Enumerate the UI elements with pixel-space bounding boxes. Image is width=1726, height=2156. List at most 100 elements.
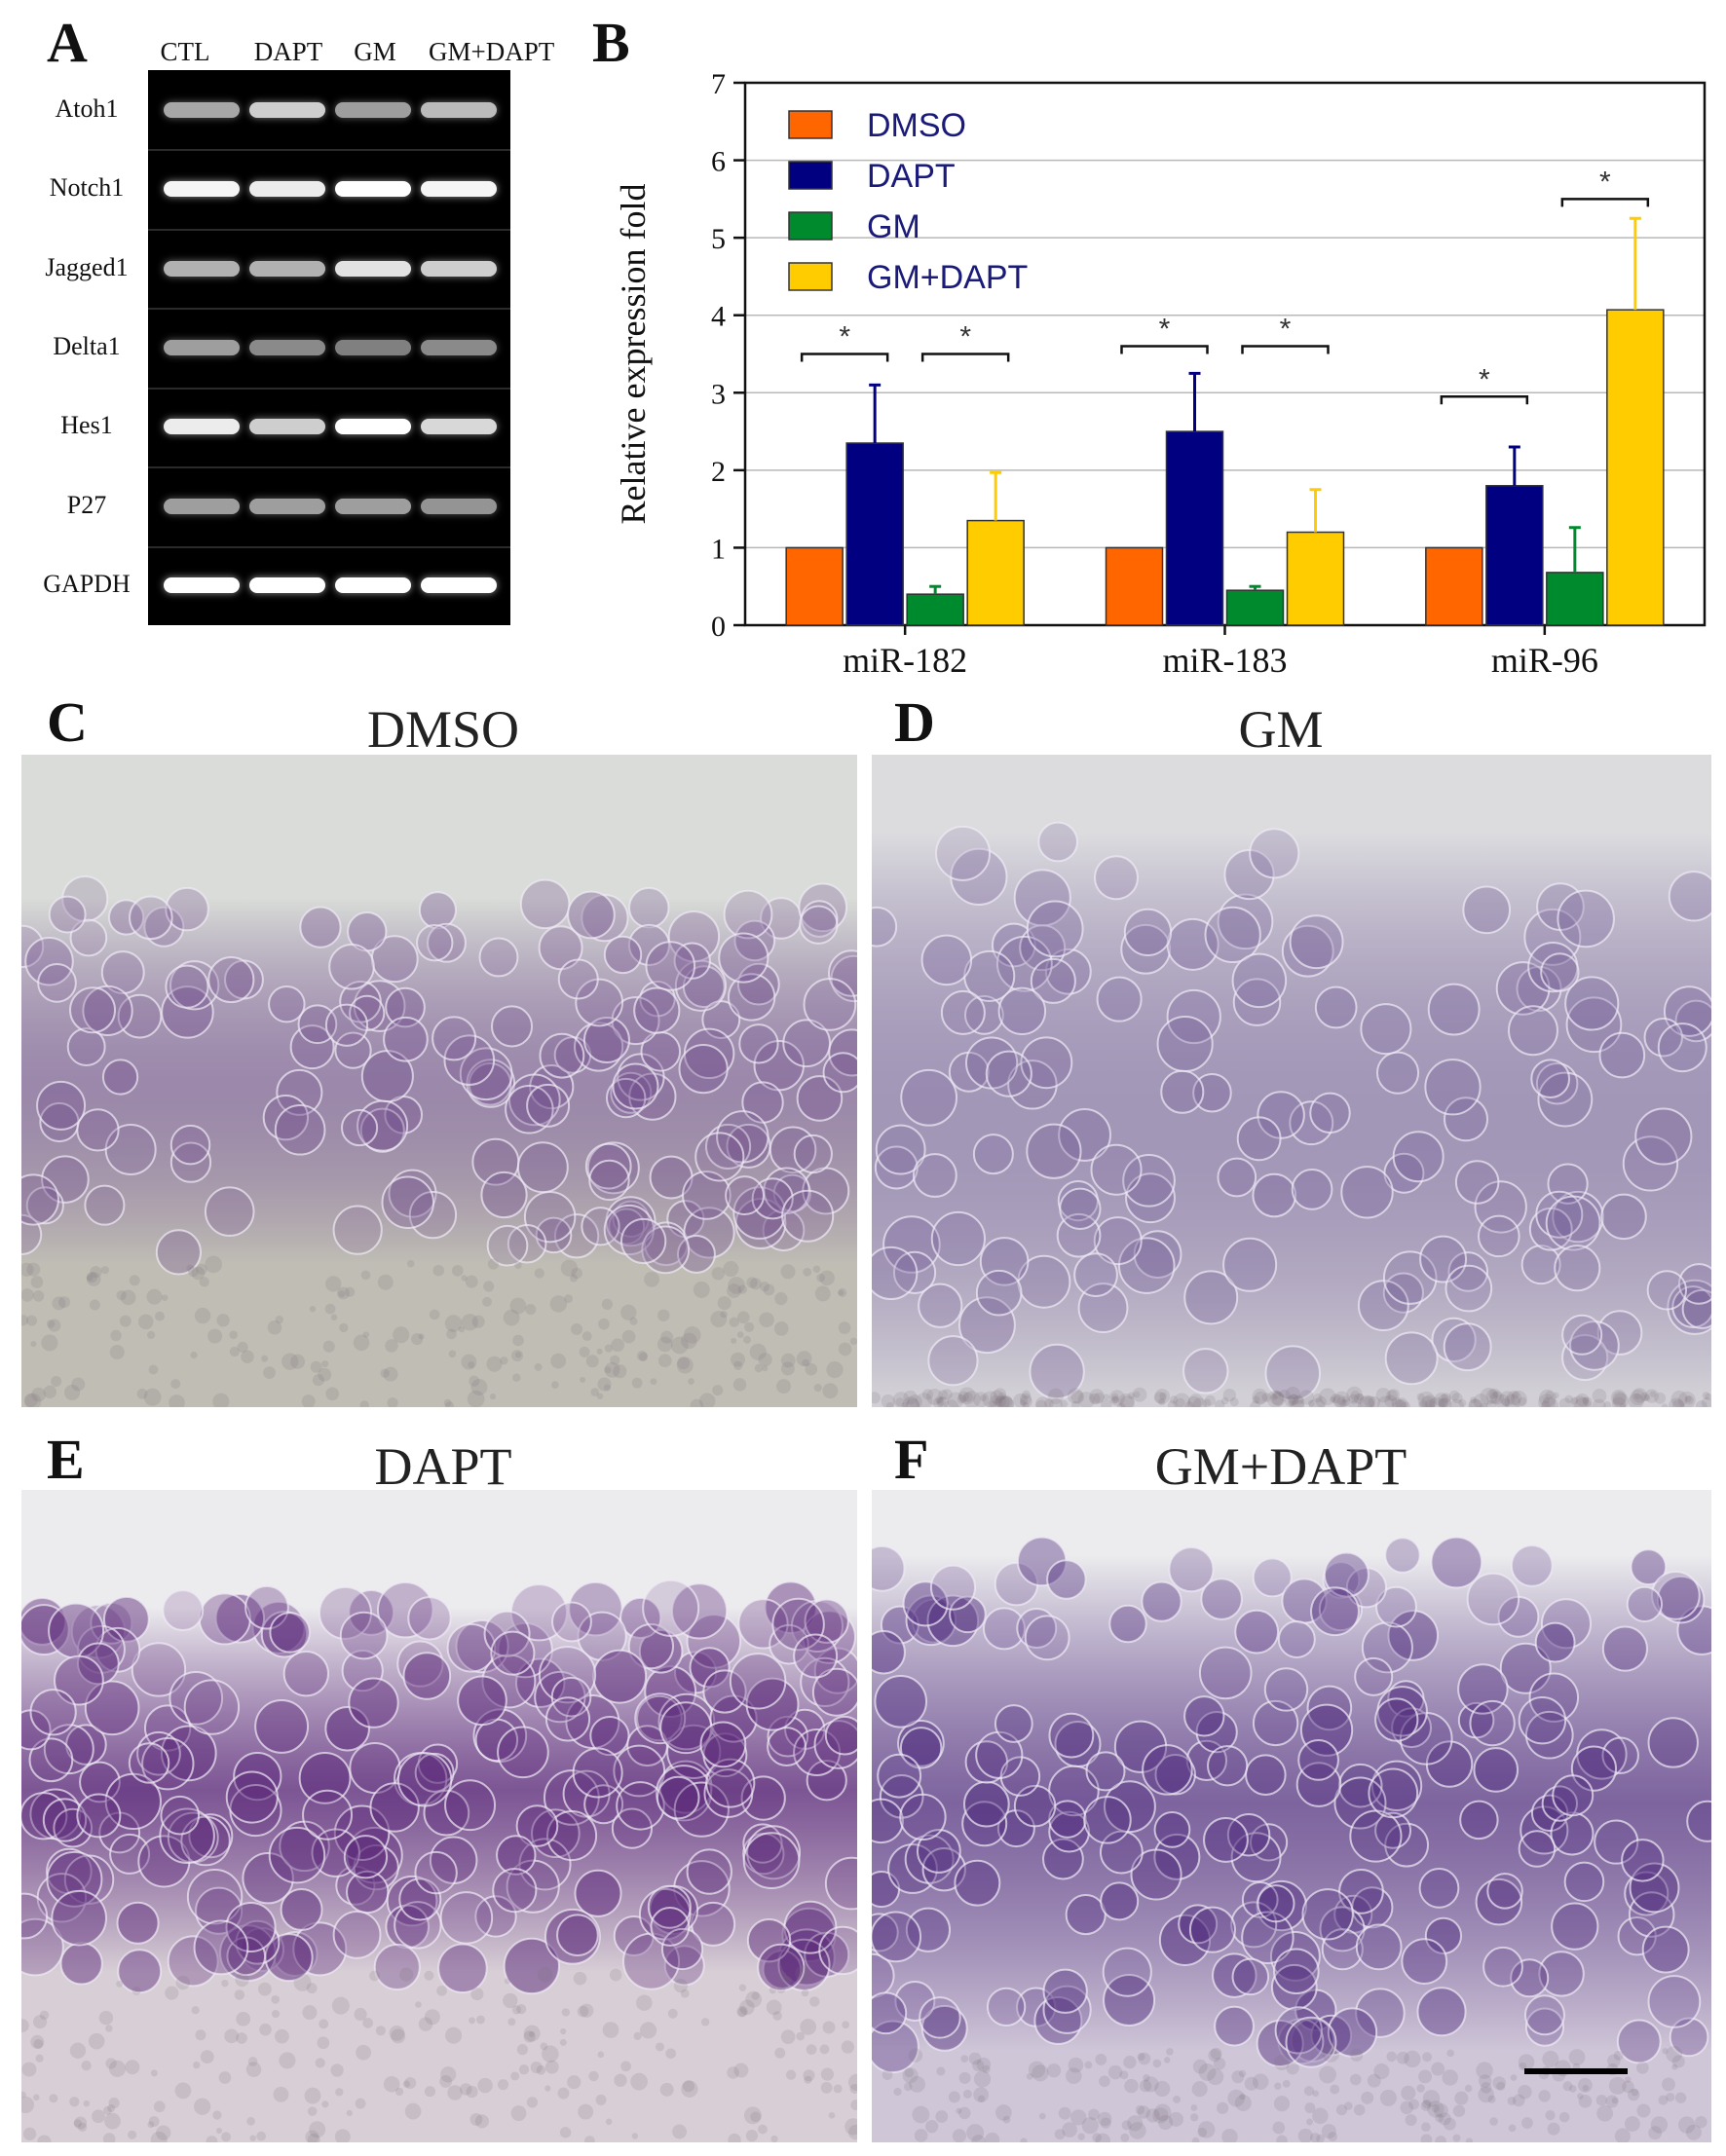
micrograph-dmso xyxy=(21,755,857,1407)
bar xyxy=(785,546,844,626)
legend-label: GM+DAPT xyxy=(867,259,1028,296)
significance-marker: * xyxy=(1599,166,1611,198)
gel-band xyxy=(249,419,325,435)
gel-band xyxy=(164,101,240,118)
micrograph-texture xyxy=(872,755,1711,1407)
panel-d-letter: D xyxy=(894,690,935,754)
gel-band xyxy=(249,101,325,118)
scale-bar xyxy=(1524,2068,1628,2074)
significance-bracket xyxy=(920,353,1010,362)
gel-lane-header: GM xyxy=(354,37,396,66)
micrograph-gm xyxy=(872,755,1711,1407)
bar xyxy=(966,519,1025,626)
gel-band xyxy=(164,577,240,594)
gel-row-label: GAPDH xyxy=(43,570,131,599)
gel-band xyxy=(335,340,411,355)
gel-row-label: Delta1 xyxy=(53,332,121,360)
gel-band xyxy=(249,181,325,198)
significance-marker: * xyxy=(1479,363,1490,395)
micrograph-gm-dapt xyxy=(872,1490,1711,2142)
y-tick-label: 0 xyxy=(711,611,726,643)
legend-label: DAPT xyxy=(867,158,956,195)
micrograph-texture xyxy=(872,1490,1711,2142)
gel-row-label: P27 xyxy=(66,490,107,519)
significance-bracket xyxy=(1440,395,1529,405)
legend-swatch xyxy=(788,262,833,291)
gel-band xyxy=(421,181,497,198)
significance-marker: * xyxy=(959,321,971,353)
gel-band xyxy=(249,260,325,277)
gel-row-label: Notch1 xyxy=(49,173,125,203)
gel-band xyxy=(421,419,497,435)
bar xyxy=(1485,485,1544,626)
y-axis-label: Relative expression fold xyxy=(614,184,653,525)
significance-marker: * xyxy=(1280,314,1292,346)
y-tick-label: 1 xyxy=(711,533,726,565)
bar xyxy=(1606,309,1665,626)
gel-row-divider xyxy=(148,228,510,231)
legend-label: DMSO xyxy=(867,107,966,144)
panel-c-letter: C xyxy=(47,690,88,754)
gel-band xyxy=(335,419,411,435)
micrograph-dapt xyxy=(21,1490,857,2142)
significance-bracket xyxy=(1560,198,1650,207)
gel-band xyxy=(421,498,497,514)
gel-band xyxy=(421,340,497,355)
micrograph-texture xyxy=(21,1490,857,2142)
bar xyxy=(1286,531,1345,626)
panel-b-letter: B xyxy=(592,11,630,74)
bar-chart: 0 1 2 3 4 5 6 7 Relative expression fold miR-182 m… xyxy=(614,68,1707,680)
x-tick-label: miR-96 xyxy=(1491,641,1598,680)
panel-e-title: DAPT xyxy=(374,1437,512,1496)
gel-band xyxy=(249,577,325,594)
gel-row-divider xyxy=(148,387,510,390)
gel-row-label: Hes1 xyxy=(60,411,113,440)
gel-band xyxy=(335,577,411,594)
gel-row-divider xyxy=(148,545,510,548)
significance-bracket xyxy=(800,353,889,362)
legend-label: GM xyxy=(867,208,920,245)
gel-band xyxy=(335,260,411,277)
significance-bracket xyxy=(1120,345,1209,354)
panel-d-title: GM xyxy=(1238,700,1324,759)
significance-marker: * xyxy=(1159,314,1171,346)
gel-row-divider xyxy=(148,308,510,311)
panel-a-letter: A xyxy=(47,11,88,74)
legend-swatch xyxy=(788,161,833,190)
gel-band xyxy=(335,498,411,514)
panel-f-title: GM+DAPT xyxy=(1154,1437,1407,1496)
y-tick-label: 3 xyxy=(711,378,726,410)
gel-band xyxy=(164,181,240,198)
bar xyxy=(1225,589,1285,626)
panel-f-letter: F xyxy=(894,1428,929,1491)
gel-lane-header: CTL xyxy=(160,37,210,66)
gel-band xyxy=(164,419,240,435)
legend-swatch xyxy=(788,211,833,241)
y-tick-label: 2 xyxy=(711,456,726,488)
gel-band xyxy=(249,340,325,355)
panel-c-title: DMSO xyxy=(366,700,520,759)
gel-band xyxy=(421,577,497,594)
bar xyxy=(845,442,904,626)
y-tick-label: 6 xyxy=(711,146,726,178)
bar xyxy=(906,593,964,626)
panel-e-letter: E xyxy=(47,1428,85,1491)
gel-row-divider xyxy=(148,466,510,469)
y-tick-label: 4 xyxy=(711,301,726,333)
gel-row-label: Atoh1 xyxy=(55,93,119,123)
gel-band xyxy=(335,101,411,118)
legend-swatch xyxy=(788,110,833,139)
micrograph-texture xyxy=(21,755,857,1407)
y-tick-label: 5 xyxy=(711,223,726,255)
gel-band xyxy=(164,260,240,277)
gel-band xyxy=(164,498,240,514)
x-tick-label: miR-182 xyxy=(843,641,967,680)
significance-marker: * xyxy=(839,321,850,353)
y-tick-label: 7 xyxy=(711,68,726,100)
gel-image xyxy=(148,70,510,625)
gel-band xyxy=(249,498,325,514)
gel-lane-header: GM+DAPT xyxy=(429,37,555,66)
bar xyxy=(1546,572,1604,626)
bar xyxy=(1425,546,1483,626)
bar xyxy=(1165,430,1224,626)
